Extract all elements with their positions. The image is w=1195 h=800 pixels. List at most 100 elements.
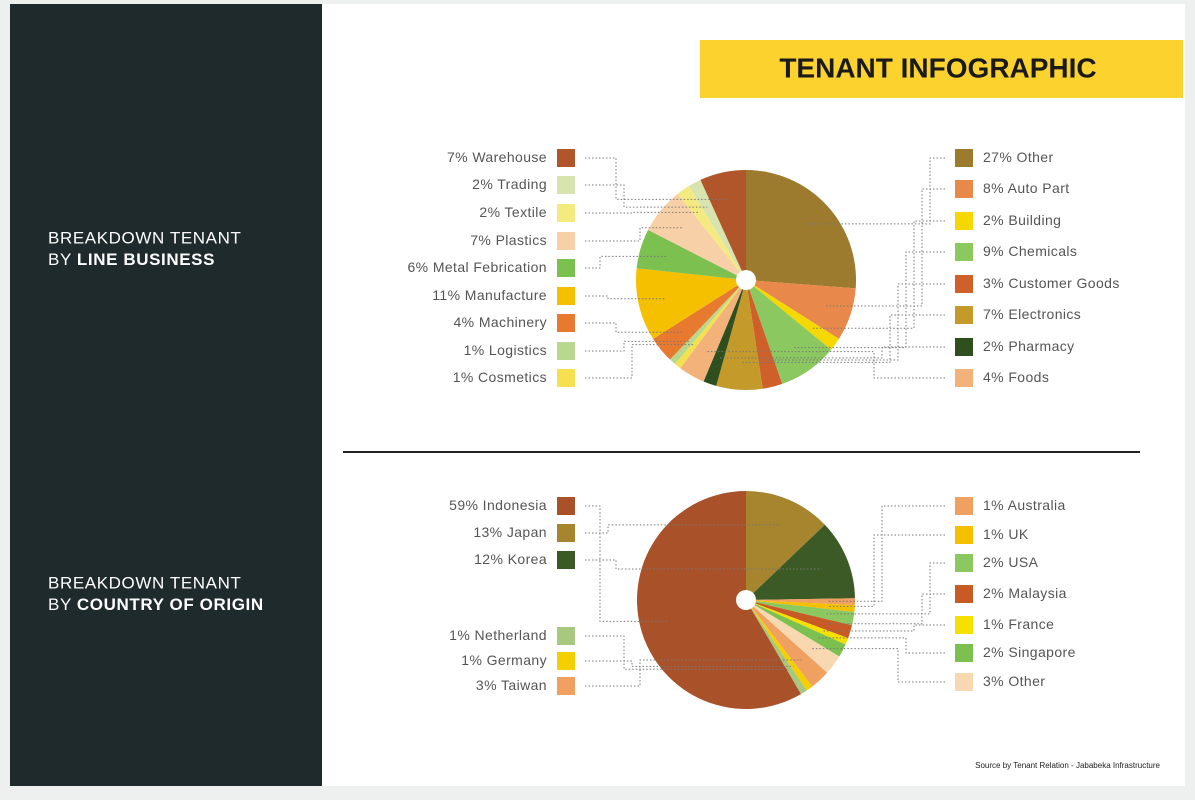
legend-value: 6% bbox=[407, 259, 428, 275]
leader-line bbox=[585, 524, 779, 534]
legend-value: 2% bbox=[472, 176, 493, 192]
legend-category: Netherland bbox=[475, 627, 548, 643]
leader-line bbox=[718, 346, 945, 359]
legend-value: 4% bbox=[453, 314, 474, 330]
legend-category: Singapore bbox=[1008, 644, 1075, 660]
legend-swatch bbox=[557, 232, 575, 250]
leader-line bbox=[585, 659, 802, 687]
pie-slice bbox=[636, 491, 801, 710]
legend-label: 2% Trading bbox=[472, 176, 547, 192]
pie-slice bbox=[746, 600, 828, 687]
legend-category: Japan bbox=[507, 524, 547, 540]
leader-line bbox=[585, 660, 794, 667]
legend-value: 9% bbox=[983, 243, 1004, 259]
legend-swatch bbox=[955, 369, 973, 387]
legend-swatch bbox=[955, 616, 973, 634]
pie-slice bbox=[680, 280, 746, 382]
pie-slice bbox=[703, 280, 746, 386]
leader-line bbox=[821, 624, 945, 632]
legend-category: Machinery bbox=[479, 314, 547, 330]
legend-label: 12% Korea bbox=[474, 551, 547, 567]
pie-slice bbox=[746, 600, 813, 691]
pie-slice bbox=[653, 280, 746, 360]
leader-line bbox=[585, 255, 667, 269]
legend-category: Cosmetics bbox=[478, 369, 547, 385]
legend-value: 1% bbox=[461, 652, 482, 668]
legend-category: Electronics bbox=[1008, 306, 1081, 322]
heading-topic: LINE BUSINESS bbox=[77, 250, 215, 269]
legend-value: 2% bbox=[983, 212, 1004, 228]
legend-label: 1% Netherland bbox=[449, 627, 547, 643]
leader-line bbox=[585, 295, 666, 300]
pie-slice bbox=[746, 491, 825, 600]
side-panel bbox=[10, 4, 322, 786]
heading-topic: COUNTRY OF ORIGIN bbox=[77, 595, 264, 614]
pie-slice bbox=[746, 280, 832, 384]
pie-slice bbox=[746, 600, 840, 673]
legend-swatch bbox=[557, 149, 575, 167]
legend-value: 13% bbox=[473, 524, 502, 540]
legend-swatch bbox=[955, 526, 973, 544]
pie-slice bbox=[746, 600, 849, 645]
legend-label: 2% Pharmacy bbox=[983, 338, 1075, 354]
pie-slice bbox=[746, 600, 855, 612]
legend-label: 7% Electronics bbox=[983, 306, 1081, 322]
legend-swatch bbox=[557, 677, 575, 695]
legend-label: 6% Metal Febrication bbox=[407, 259, 547, 275]
legend-category: Plastics bbox=[496, 232, 547, 248]
legend-swatch bbox=[557, 176, 575, 194]
legend-label: 59% Indonesia bbox=[449, 497, 547, 513]
legend-swatch bbox=[557, 497, 575, 515]
legend-swatch bbox=[955, 212, 973, 230]
legend-value: 1% bbox=[449, 627, 470, 643]
heading-by: BY bbox=[48, 595, 72, 614]
legend-value: 1% bbox=[453, 369, 474, 385]
leader-line bbox=[585, 211, 699, 214]
legend-label: 9% Chemicals bbox=[983, 243, 1077, 259]
legend-swatch bbox=[955, 180, 973, 198]
pie-slice bbox=[746, 600, 807, 695]
legend-label: 3% Customer Goods bbox=[983, 275, 1120, 291]
leader-line bbox=[585, 505, 668, 622]
legend-value: 12% bbox=[474, 551, 503, 567]
legend-category: Trading bbox=[497, 176, 547, 192]
legend-value: 3% bbox=[476, 677, 497, 693]
legend-swatch bbox=[955, 275, 973, 293]
pie-slice bbox=[746, 170, 856, 289]
leader-line bbox=[585, 322, 683, 333]
legend-category: Korea bbox=[508, 551, 547, 567]
pie-hole bbox=[736, 270, 756, 290]
pie-slice bbox=[677, 186, 746, 280]
pie-slice bbox=[716, 280, 763, 390]
pie-hole bbox=[736, 590, 756, 610]
legend-label: 2% Malaysia bbox=[983, 585, 1067, 601]
legend-swatch bbox=[955, 644, 973, 662]
legend-label: 3% Other bbox=[983, 673, 1045, 689]
legend-label: 1% Australia bbox=[983, 497, 1066, 513]
legend-label: 2% USA bbox=[983, 554, 1039, 570]
legend-value: 2% bbox=[983, 554, 1004, 570]
legend-value: 3% bbox=[983, 673, 1004, 689]
legend-label: 4% Foods bbox=[983, 369, 1049, 385]
pie-slice bbox=[746, 598, 855, 606]
legend-swatch bbox=[557, 369, 575, 387]
legend-label: 1% Cosmetics bbox=[453, 369, 547, 385]
legend-label: 2% Singapore bbox=[983, 644, 1076, 660]
pie-slice bbox=[670, 280, 746, 365]
legend-label: 7% Warehouse bbox=[447, 149, 547, 165]
legend-swatch bbox=[955, 554, 973, 572]
legend-swatch bbox=[955, 149, 973, 167]
legend-value: 2% bbox=[983, 644, 1004, 660]
legend-value: 1% bbox=[464, 342, 485, 358]
pie-slice bbox=[648, 193, 746, 280]
legend-label: 1% Germany bbox=[461, 652, 547, 668]
legend-swatch bbox=[955, 497, 973, 515]
legend-category: Textile bbox=[505, 204, 547, 220]
legend-category: Customer Goods bbox=[1008, 275, 1119, 291]
legend-swatch bbox=[955, 585, 973, 603]
leader-line bbox=[765, 283, 945, 361]
legend-label: 27% Other bbox=[983, 149, 1054, 165]
legend-value: 59% bbox=[449, 497, 478, 513]
pie-slice bbox=[675, 280, 746, 369]
